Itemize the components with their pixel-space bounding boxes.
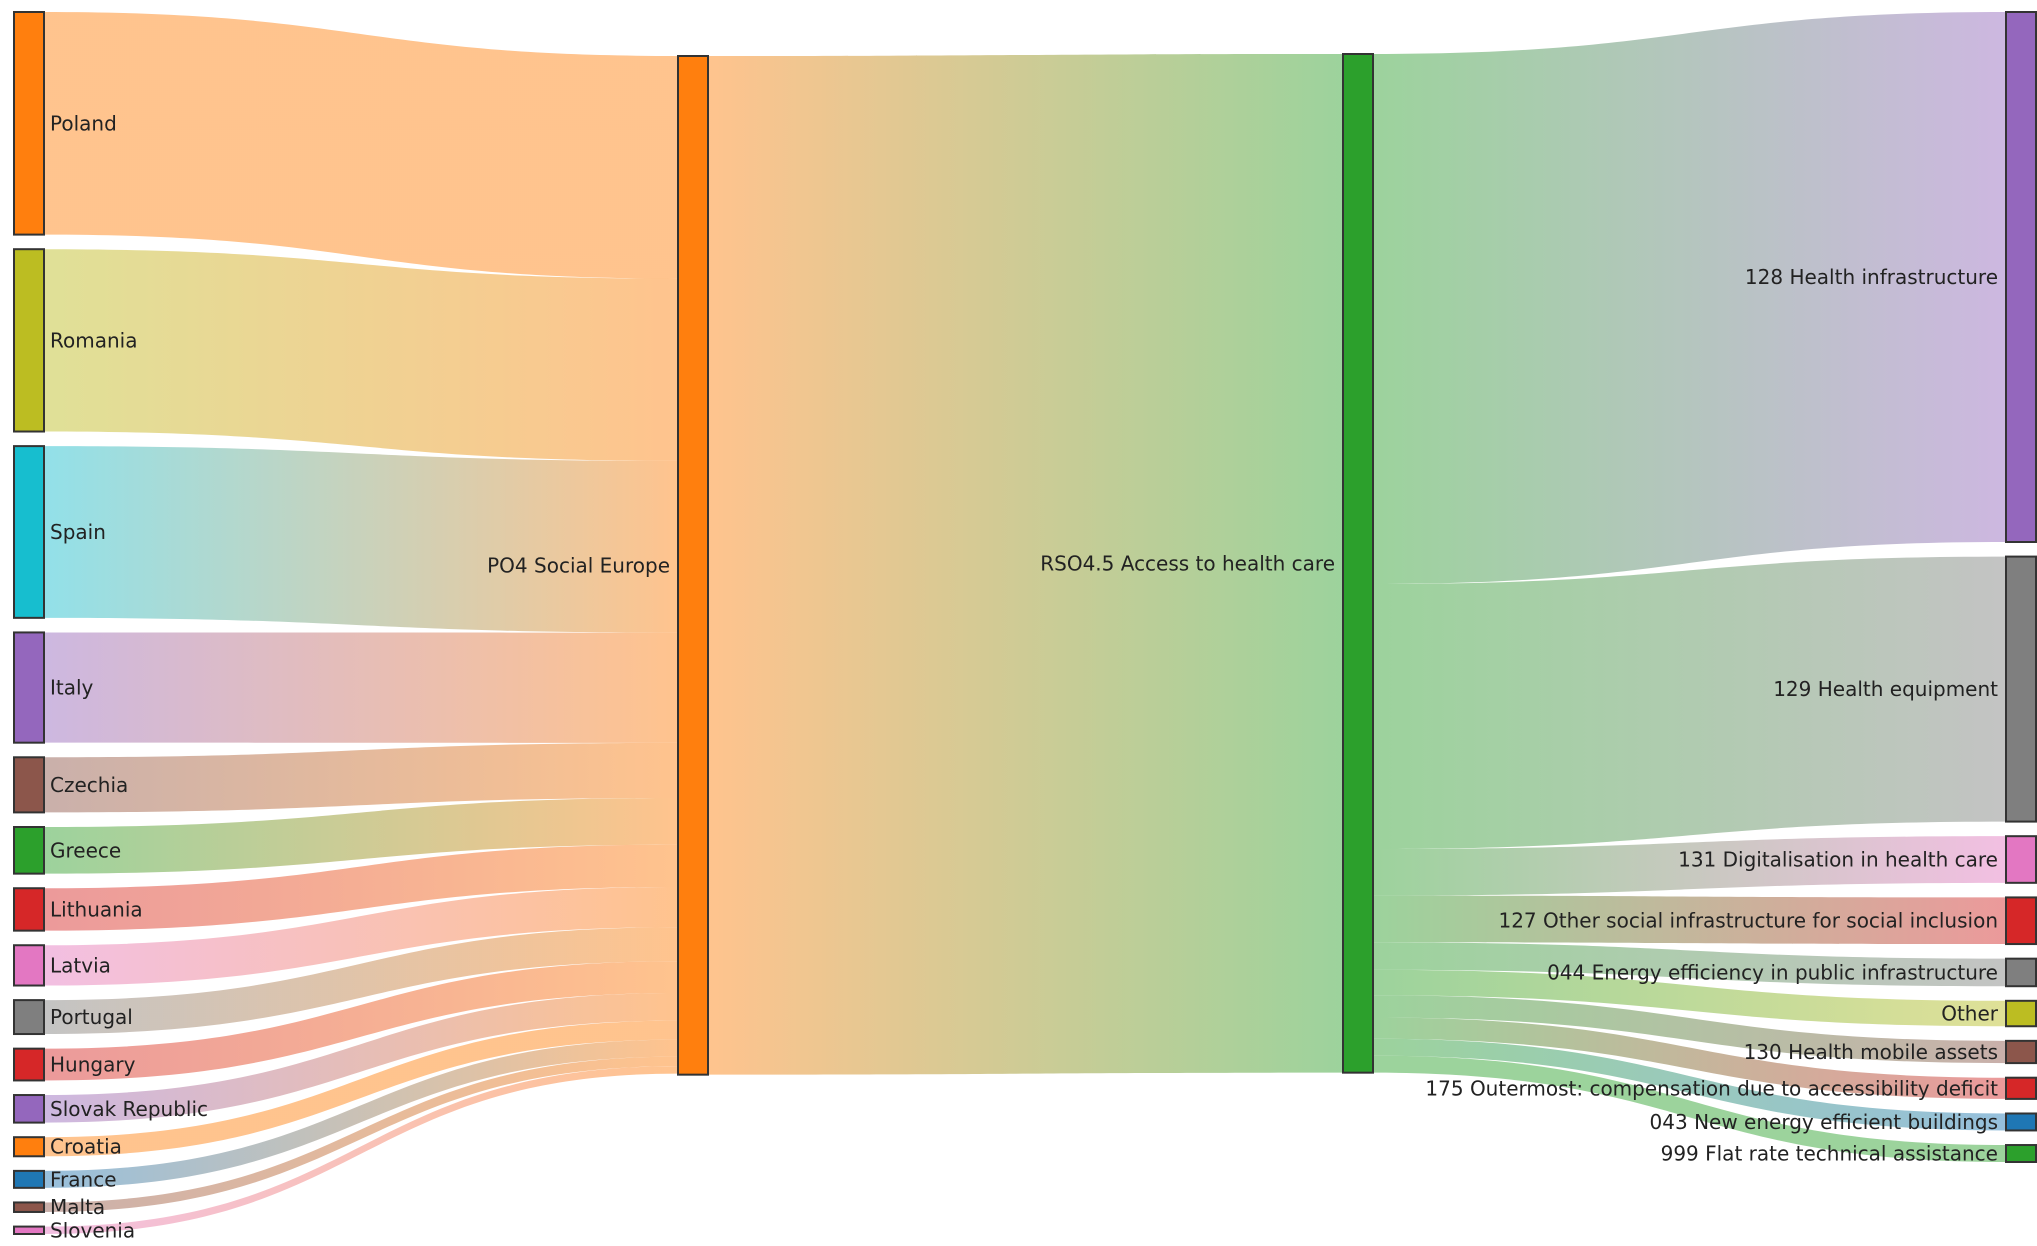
- link-rso45-c999: [1373, 1055, 2006, 1162]
- link-romania-po4: [44, 249, 678, 461]
- link-latvia-po4: [44, 887, 678, 986]
- node-italy: [13, 631, 45, 744]
- link-hungary-po4: [44, 961, 678, 1081]
- node-label-portugal: Portugal: [50, 1005, 133, 1029]
- node-c999: [2005, 1144, 2037, 1164]
- link-italy-po4: [44, 632, 678, 743]
- link-lithuania-po4: [44, 844, 678, 931]
- node-croatia: [13, 1136, 45, 1158]
- node-c131: [2005, 835, 2037, 884]
- node-label-czechia: Czechia: [50, 773, 128, 797]
- node-label-c175: 175 Outermost: compensation due to acces…: [1425, 1076, 1998, 1100]
- node-hungary: [13, 1047, 45, 1082]
- node-label-croatia: Croatia: [50, 1135, 122, 1159]
- link-croatia-po4: [44, 1020, 678, 1157]
- link-slovenia-po4: [44, 1066, 678, 1234]
- link-po4-rso45: [708, 54, 1343, 1075]
- node-label-italy: Italy: [50, 676, 94, 700]
- node-label-latvia: Latvia: [50, 953, 111, 977]
- node-label-lithuania: Lithuania: [50, 897, 143, 921]
- node-label-c999: 999 Flat rate technical assistance: [1661, 1142, 1998, 1166]
- node-label-malta: Malta: [50, 1195, 105, 1219]
- node-c175: [2005, 1076, 2037, 1100]
- node-label-greece: Greece: [50, 838, 121, 862]
- sankey-labels: Poland Romania Spain Italy Czechia Greece Lith…: [50, 111, 1999, 1242]
- link-rso45-c175: [1373, 1017, 2006, 1099]
- node-label-c127: 127 Other social infrastructure for soci…: [1498, 909, 1998, 933]
- node-c128: [2005, 11, 2037, 543]
- node-latvia: [13, 944, 45, 987]
- node-label-france: France: [50, 1167, 117, 1191]
- node-label-c131: 131 Digitalisation in health care: [1678, 848, 1998, 872]
- link-spain-po4: [44, 446, 678, 633]
- link-rso45-c127: [1373, 895, 2006, 945]
- node-romania: [13, 248, 45, 433]
- link-poland-po4: [44, 12, 678, 279]
- node-label-poland: Poland: [50, 111, 117, 135]
- node-label-hungary: Hungary: [50, 1053, 136, 1077]
- node-portugal: [13, 999, 45, 1036]
- node-label-slovenia: Slovenia: [50, 1218, 135, 1242]
- node-label-c043: 043 New energy efficient buildings: [1650, 1110, 1998, 1134]
- node-po4: [677, 55, 709, 1076]
- node-c044: [2005, 957, 2037, 988]
- sankey-links: [44, 12, 2006, 1234]
- node-label-c129: 129 Health equipment: [1773, 677, 1998, 701]
- link-rso45-c044: [1373, 942, 2006, 987]
- node-czechia: [13, 756, 45, 814]
- link-greece-po4: [44, 798, 678, 874]
- node-rso45: [1342, 53, 1374, 1074]
- node-lithuania: [13, 887, 45, 932]
- node-greece: [13, 826, 45, 875]
- node-label-slovak: Slovak Republic: [50, 1097, 208, 1121]
- link-rso45-c128: [1373, 12, 2006, 584]
- link-rso45-c130: [1373, 995, 2006, 1064]
- link-portugal-po4: [44, 927, 678, 1035]
- link-rso45-c043: [1373, 1038, 2006, 1131]
- node-c043: [2005, 1112, 2037, 1132]
- link-slovak-po4: [44, 993, 678, 1123]
- node-other: [2005, 999, 2037, 1028]
- link-rso45-other: [1373, 969, 2006, 1027]
- node-label-romania: Romania: [50, 328, 137, 352]
- link-france-po4: [44, 1039, 678, 1188]
- node-poland: [13, 11, 45, 236]
- node-france: [13, 1169, 45, 1189]
- node-slovak: [13, 1094, 45, 1124]
- node-c130: [2005, 1039, 2037, 1065]
- node-c129: [2005, 555, 2037, 823]
- link-rso45-c129: [1373, 556, 2006, 849]
- node-malta: [13, 1201, 45, 1213]
- node-label-spain: Spain: [50, 520, 106, 544]
- node-label-c128: 128 Health infrastructure: [1745, 265, 1998, 289]
- link-czechia-po4: [44, 742, 678, 813]
- node-slovenia: [13, 1225, 45, 1235]
- sankey-nodes: [13, 11, 2037, 1235]
- node-label-po4: PO4 Social Europe: [487, 553, 670, 577]
- link-malta-po4: [44, 1056, 678, 1212]
- node-label-other: Other: [1941, 1002, 1999, 1026]
- node-label-c130: 130 Health mobile assets: [1744, 1040, 1998, 1064]
- node-label-rso45: RSO4.5 Access to health care: [1040, 551, 1335, 575]
- node-c127: [2005, 896, 2037, 946]
- link-rso45-c131: [1373, 836, 2006, 896]
- node-spain: [13, 445, 45, 619]
- node-label-c044: 044 Energy efficiency in public infrastr…: [1547, 960, 1998, 984]
